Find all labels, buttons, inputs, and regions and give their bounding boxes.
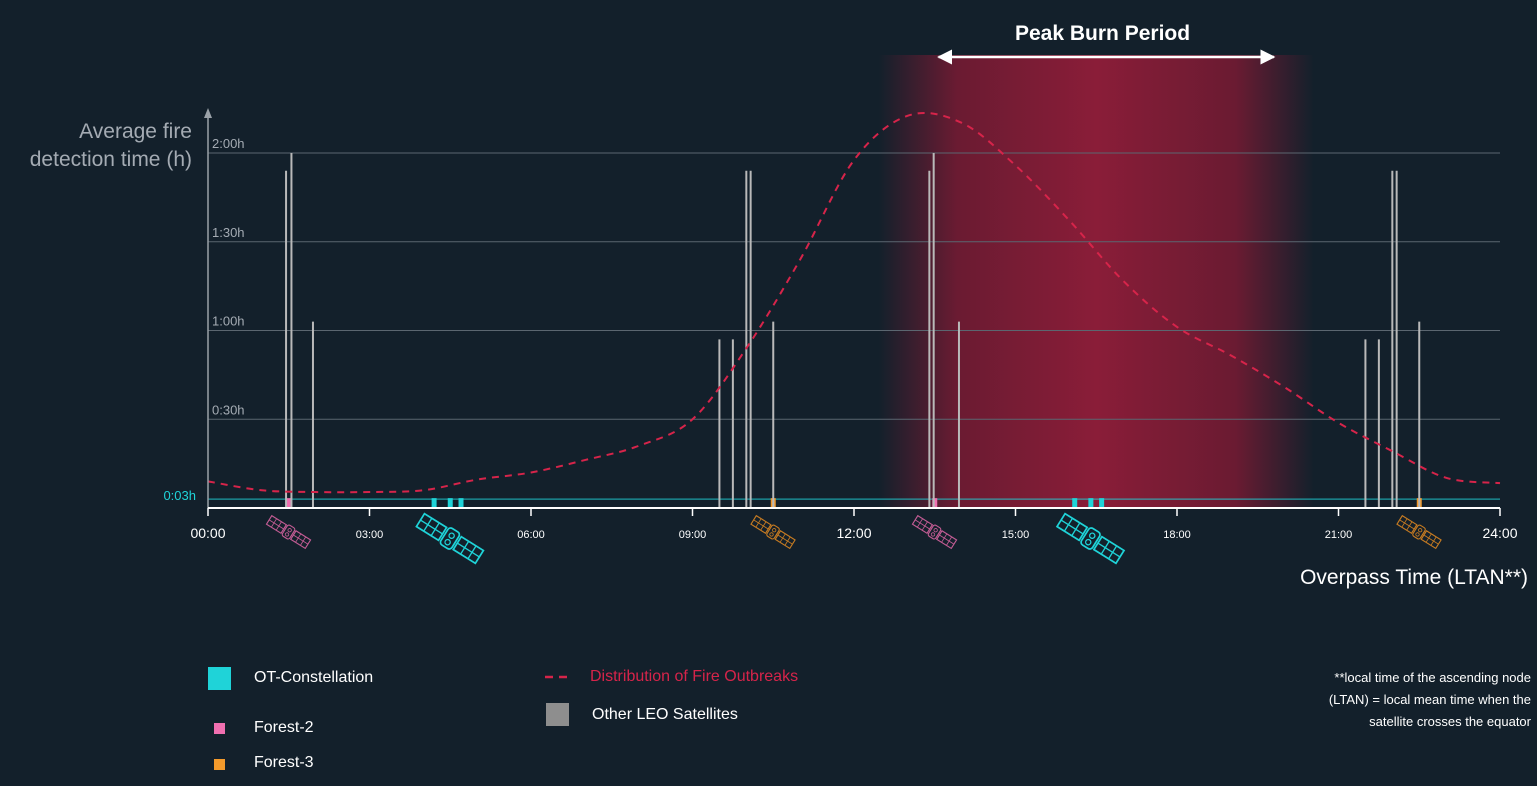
satellite-icon-shape — [265, 513, 312, 551]
legend-ot-swatch — [208, 667, 231, 690]
x-tick-label: 00:00 — [190, 525, 225, 541]
x-tick-label: 15:00 — [1002, 529, 1030, 541]
peak-burn-band — [878, 55, 1314, 508]
legend-forest3-swatch — [214, 759, 225, 770]
x-tick-label: 09:00 — [679, 529, 707, 541]
satellite-icon — [749, 513, 797, 551]
overpass-marker — [286, 498, 292, 508]
overpass-marker — [458, 498, 464, 508]
legend-forest3-label: Forest-3 — [254, 754, 314, 771]
satellite-icon-shape — [1054, 510, 1127, 567]
satellite-icon-shape — [749, 513, 797, 551]
satellite-icon — [1395, 513, 1443, 551]
satellite-icon-shape — [414, 510, 486, 567]
x-axis-label: Overpass Time (LTAN**) — [1300, 566, 1528, 589]
x-tick-label: 03:00 — [356, 529, 384, 541]
fire-distribution-line — [207, 112, 1501, 494]
overpass-marker — [1072, 498, 1078, 508]
footnote: **local time of the ascending node (LTAN… — [1328, 670, 1531, 729]
overpass-marker — [431, 498, 437, 508]
legend-forest2-label: Forest-2 — [254, 719, 314, 736]
legend-forest2-swatch — [214, 723, 225, 734]
legend-fire-label: Distribution of Fire Outbreaks — [590, 668, 799, 685]
y-axis-arrow — [204, 108, 212, 118]
overpass-marker — [1099, 498, 1105, 508]
y-tick-label: 2:00h — [212, 136, 245, 151]
y-tick-label: 0:30h — [212, 402, 245, 417]
y-tick-label: 1:00h — [212, 314, 245, 329]
y-tick-label: 0:03h — [163, 488, 196, 503]
legend-ot-label: OT-Constellation — [254, 669, 374, 686]
satellite-icon — [1054, 510, 1127, 567]
x-tick-label: 12:00 — [836, 525, 871, 541]
x-tick-label: 21:00 — [1325, 529, 1353, 541]
satellite-icon-shape — [1395, 513, 1443, 551]
y-tick-label: 1:30h — [212, 225, 245, 240]
satellite-icon — [414, 510, 486, 567]
overpass-marker — [932, 498, 938, 508]
legend-leo-label: Other LEO Satellites — [592, 706, 738, 723]
x-tick-label: 18:00 — [1163, 529, 1191, 541]
peak-burn-title: Peak Burn Period — [1015, 22, 1191, 45]
overpass-marker — [1088, 498, 1094, 508]
x-tick-label: 06:00 — [517, 529, 545, 541]
y-axis-label: Average fire detection time (h) — [29, 120, 192, 171]
overpass-marker — [447, 498, 453, 508]
satellite-icon-shape — [911, 513, 958, 551]
x-tick-label: 24:00 — [1482, 525, 1517, 541]
satellite-icon — [265, 513, 312, 551]
satellite-icon — [911, 513, 958, 551]
legend-leo-swatch — [546, 703, 569, 726]
